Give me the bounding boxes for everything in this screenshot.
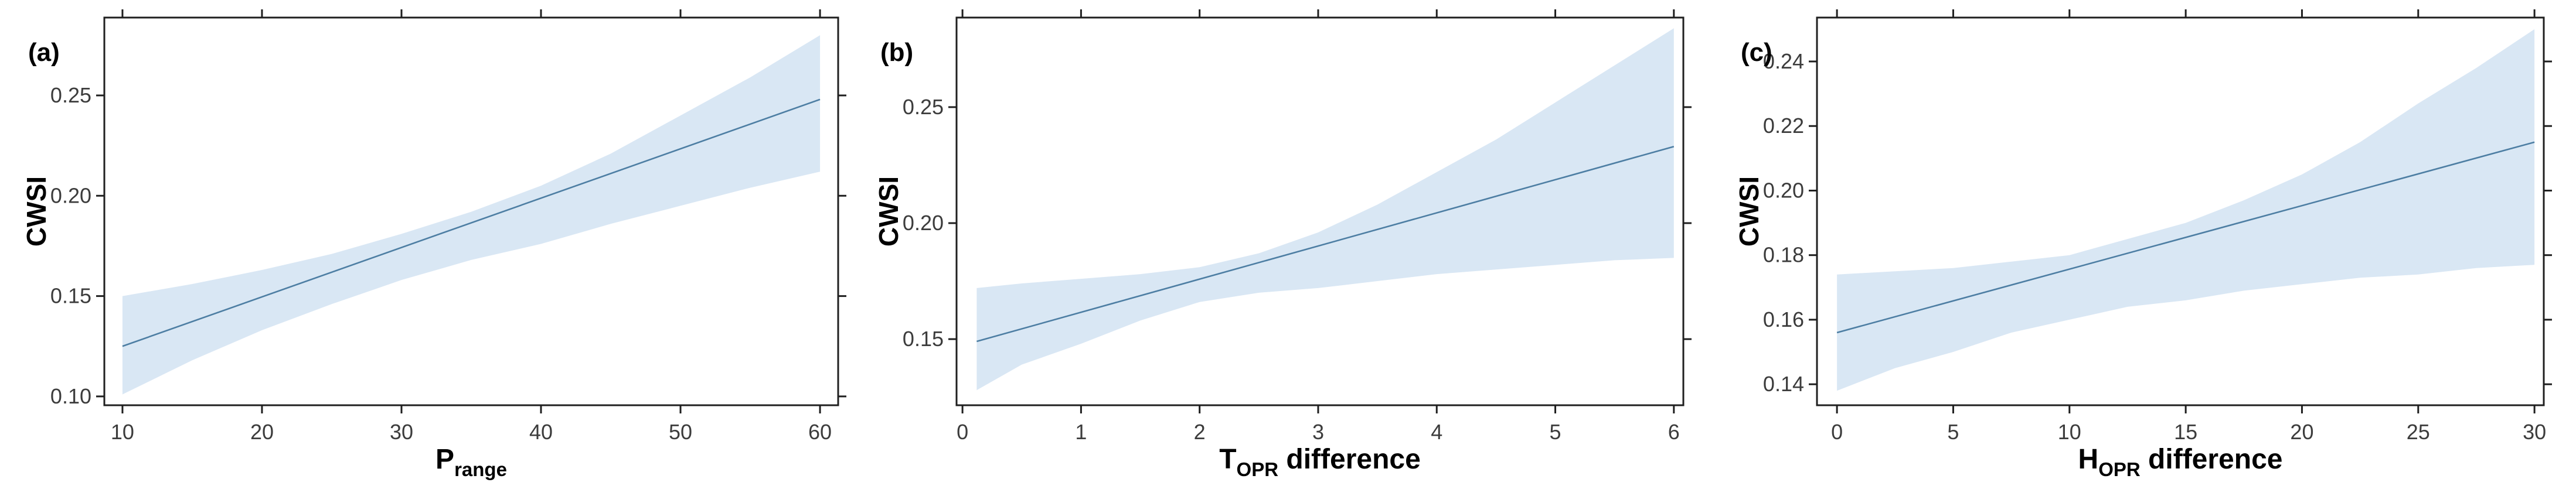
x-tick-label: 25 bbox=[2407, 420, 2430, 444]
x-axis-title-subscript: range bbox=[454, 459, 507, 480]
plot-box bbox=[1816, 16, 2545, 406]
y-tick-label: 0.20 bbox=[1763, 178, 1804, 202]
y-tick-label: 0.14 bbox=[1763, 372, 1804, 396]
confidence-band bbox=[1837, 29, 2535, 391]
y-tick-label: 0.24 bbox=[1763, 49, 1804, 73]
panel-b: 0 1 2 3 4 5 6 0.15 0.20 0.25 (b) CWSI TOPR differenc… bbox=[873, 9, 1692, 480]
x-tick-label: 10 bbox=[111, 420, 134, 444]
x-axis-title-base: H bbox=[2078, 444, 2099, 475]
plot-box bbox=[103, 16, 839, 406]
x-tick-label: 4 bbox=[1431, 420, 1442, 444]
x-tick-label: 40 bbox=[529, 420, 553, 444]
y-axis-title: CWSI bbox=[21, 176, 52, 247]
x-axis-title: Prange bbox=[435, 444, 507, 480]
y-tick-label: 0.20 bbox=[903, 211, 944, 235]
panel-a: 10 20 30 40 50 60 0.10 0.15 0.20 0.25 (a) CWSI Prang… bbox=[21, 9, 846, 480]
x-axis-title-base: P bbox=[435, 444, 454, 475]
y-tick-label: 0.18 bbox=[1763, 243, 1804, 267]
x-axis-title: HOPR difference bbox=[2078, 444, 2283, 480]
y-tick-label: 0.15 bbox=[903, 327, 944, 351]
confidence-band bbox=[122, 35, 821, 395]
panel-label: (a) bbox=[28, 38, 60, 67]
regression-line bbox=[122, 98, 821, 347]
y-tick-label: 0.25 bbox=[50, 83, 91, 107]
x-tick-label: 15 bbox=[2174, 420, 2197, 444]
x-tick-label: 60 bbox=[808, 420, 832, 444]
x-tick-label: 6 bbox=[1668, 420, 1680, 444]
x-axis-title-rest: difference bbox=[2141, 444, 2283, 475]
x-tick-label: 5 bbox=[1947, 420, 1959, 444]
y-tick-label: 0.15 bbox=[50, 284, 91, 308]
y-axis-title: CWSI bbox=[873, 176, 904, 247]
x-tick-label: 2 bbox=[1194, 420, 1206, 444]
x-axis-title-base: T bbox=[1219, 444, 1236, 475]
y-axis-title: CWSI bbox=[1734, 176, 1764, 247]
x-tick-label: 10 bbox=[2058, 420, 2081, 444]
x-tick-label: 0 bbox=[1831, 420, 1843, 444]
regression-line bbox=[1836, 141, 2535, 334]
x-axis-title-subscript: OPR bbox=[1237, 459, 1279, 480]
y-tick-label: 0.10 bbox=[50, 384, 91, 408]
y-tick-label: 0.20 bbox=[50, 183, 91, 207]
x-axis-title: TOPR difference bbox=[1219, 444, 1421, 480]
x-tick-label: 20 bbox=[2290, 420, 2313, 444]
x-tick-label: 30 bbox=[390, 420, 413, 444]
plot-box bbox=[955, 16, 1685, 406]
x-axis-title-subscript: OPR bbox=[2098, 459, 2141, 480]
panel-label: (b) bbox=[880, 38, 913, 67]
confidence-band bbox=[976, 28, 1674, 391]
x-tick-label: 3 bbox=[1312, 420, 1324, 444]
x-tick-label: 50 bbox=[669, 420, 692, 444]
x-tick-label: 0 bbox=[957, 420, 968, 444]
x-tick-label: 20 bbox=[250, 420, 274, 444]
y-tick-label: 0.16 bbox=[1763, 307, 1804, 331]
x-axis-title-rest: difference bbox=[1278, 444, 1421, 475]
panel-c: 0 5 10 15 20 25 30 0.14 0.16 0.18 0.20 0.22 0.24(c) C… bbox=[1734, 9, 2552, 480]
x-tick-label: 30 bbox=[2523, 420, 2546, 444]
y-tick-label: 0.22 bbox=[1763, 114, 1804, 138]
x-tick-label: 5 bbox=[1550, 420, 1561, 444]
y-tick-label: 0.25 bbox=[903, 95, 944, 119]
x-tick-label: 1 bbox=[1075, 420, 1087, 444]
regression-line bbox=[976, 146, 1675, 343]
panel-label: (c) bbox=[1741, 38, 1772, 67]
